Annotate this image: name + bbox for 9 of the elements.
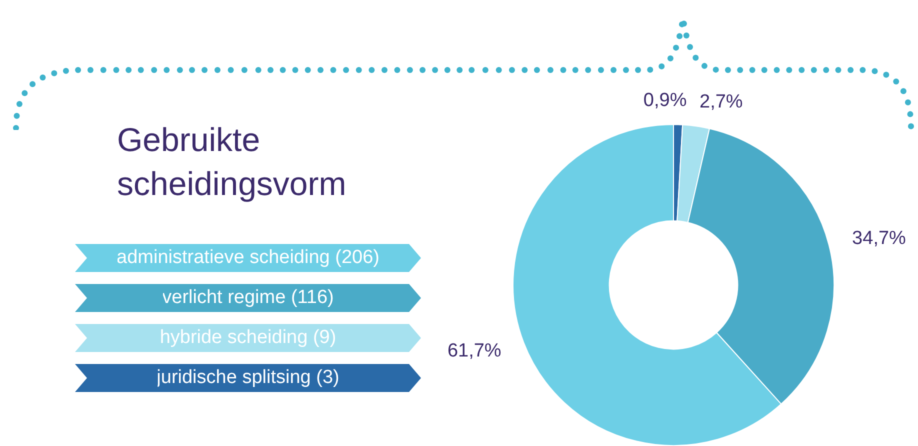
legend-label: verlicht regime (116) — [162, 284, 334, 312]
legend-label: juridische splitsing (3) — [156, 364, 340, 392]
text: Gebruikte scheidingsvorm — [117, 120, 348, 204]
legend-label: hybride scheiding (9) — [160, 324, 336, 352]
data-label: 61,7% — [447, 340, 502, 362]
data-label: 0,9% — [643, 90, 687, 111]
legend-label: administratieve scheiding (206) — [116, 244, 380, 272]
data-label: 34,7% — [852, 228, 906, 249]
data-label: 2,7% — [699, 92, 743, 113]
